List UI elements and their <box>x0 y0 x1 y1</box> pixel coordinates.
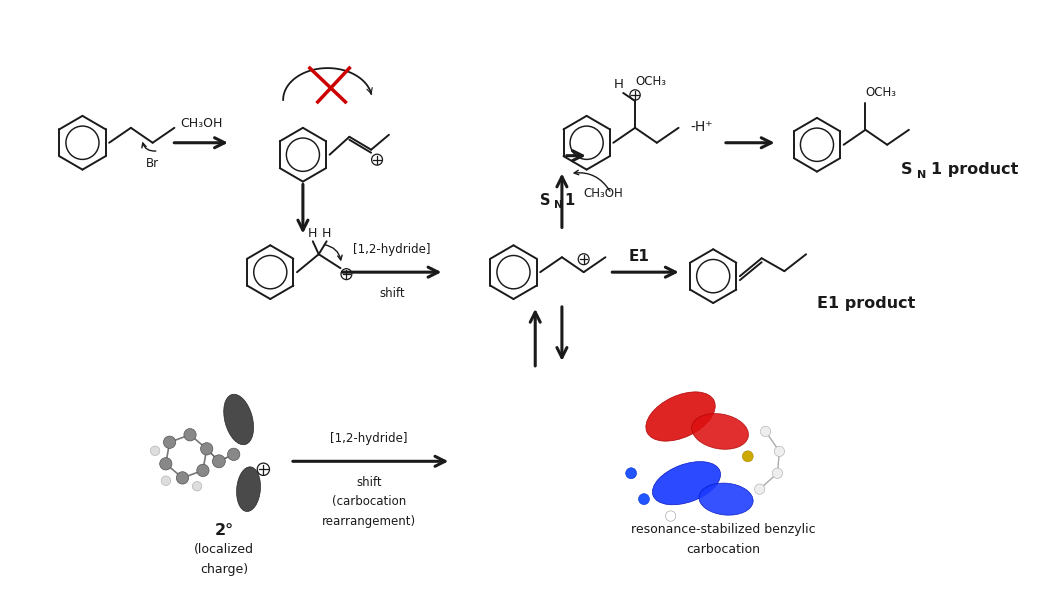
Ellipse shape <box>224 394 254 445</box>
Ellipse shape <box>653 462 720 505</box>
Text: [1,2-hydride]: [1,2-hydride] <box>353 243 431 256</box>
Circle shape <box>228 448 239 460</box>
Circle shape <box>163 436 176 448</box>
Ellipse shape <box>236 467 260 511</box>
Text: OCH₃: OCH₃ <box>865 86 896 99</box>
Text: 2°: 2° <box>214 523 233 538</box>
Circle shape <box>201 443 212 455</box>
Circle shape <box>755 484 765 494</box>
Text: E1 product: E1 product <box>817 296 916 311</box>
Circle shape <box>161 476 171 486</box>
Text: carbocation: carbocation <box>686 543 760 556</box>
Ellipse shape <box>699 483 753 515</box>
Circle shape <box>212 457 222 467</box>
Text: OCH₃: OCH₃ <box>635 75 666 88</box>
Circle shape <box>742 451 754 462</box>
Ellipse shape <box>645 392 715 441</box>
Text: CH₃OH: CH₃OH <box>180 117 223 130</box>
Circle shape <box>159 457 172 470</box>
Circle shape <box>772 468 783 478</box>
Text: [1,2-hydride]: [1,2-hydride] <box>330 432 408 445</box>
Text: resonance-stabilized benzylic: resonance-stabilized benzylic <box>631 523 815 536</box>
Circle shape <box>638 494 650 505</box>
Text: (carbocation: (carbocation <box>332 495 406 508</box>
Text: shift: shift <box>379 287 405 300</box>
Text: E1: E1 <box>629 249 650 264</box>
Circle shape <box>197 464 209 476</box>
Circle shape <box>665 511 676 521</box>
Text: CH₃OH: CH₃OH <box>584 187 624 200</box>
Text: shift: shift <box>356 476 382 489</box>
Circle shape <box>176 472 188 484</box>
Text: charge): charge) <box>200 563 248 576</box>
Text: 1 product: 1 product <box>931 162 1018 177</box>
Circle shape <box>212 455 225 468</box>
Text: S: S <box>539 193 550 208</box>
Text: N: N <box>917 169 926 180</box>
Text: N: N <box>554 200 563 211</box>
Text: rearrangement): rearrangement) <box>322 515 416 528</box>
Text: H: H <box>308 227 318 240</box>
Circle shape <box>150 446 160 456</box>
Text: S: S <box>902 162 913 177</box>
Text: 1: 1 <box>564 193 575 208</box>
Text: Br: Br <box>146 157 159 169</box>
Circle shape <box>626 468 636 479</box>
Text: (localized: (localized <box>194 543 254 556</box>
Circle shape <box>193 481 202 491</box>
Text: -H⁺: -H⁺ <box>690 120 712 134</box>
Text: H: H <box>322 227 331 240</box>
Circle shape <box>184 429 196 441</box>
Circle shape <box>760 426 770 437</box>
Circle shape <box>775 446 785 457</box>
Ellipse shape <box>691 414 748 449</box>
Text: H: H <box>613 78 624 91</box>
